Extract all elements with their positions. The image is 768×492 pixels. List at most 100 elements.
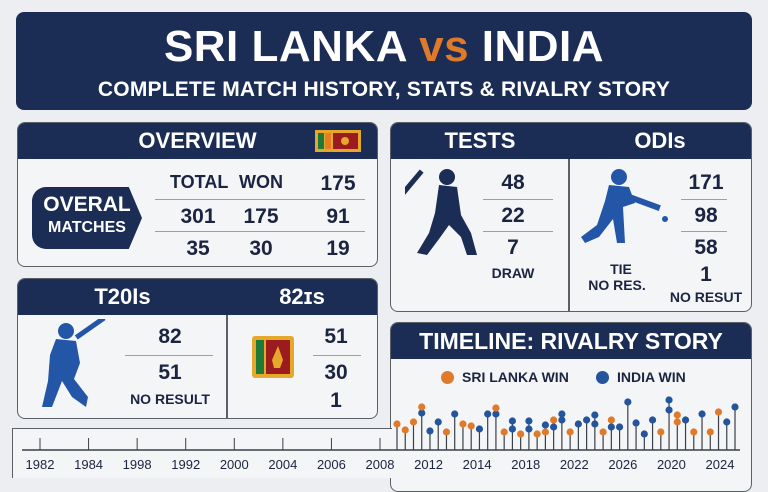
india-win-point (583, 416, 591, 424)
odis-no-result-label: NO RES. (588, 277, 646, 293)
cell: 35 (186, 237, 210, 260)
india-win-point (550, 423, 558, 431)
sri-lanka-win-point (607, 416, 615, 424)
row-divider (155, 199, 365, 200)
india-win-point (525, 425, 533, 433)
tests-odis-header: TESTS ODIs (391, 123, 751, 159)
sri-lanka-win-point (541, 428, 549, 436)
batsman-icon (581, 169, 668, 243)
india-win-point (607, 423, 615, 431)
odis-title: ODIs (634, 128, 686, 153)
page-title: SRI LANKA vs INDIA (16, 22, 752, 72)
col-header-total: TOTAL (170, 172, 229, 192)
row-divider (681, 231, 727, 232)
sri-lanka-win-point (690, 428, 698, 436)
t20is-panel: T20Is 82ɪs 82 51 NO RESULT 51 30 1 (17, 278, 378, 419)
cell: 175 (243, 205, 279, 228)
legend-label: SRI LANKA WIN (462, 369, 569, 385)
timeline-panel: TIMELINE: RIVALRY STORY SRI LANKA WIN IN… (390, 322, 752, 492)
sri-lanka-win-point (533, 430, 541, 438)
tests-odis-panel: TESTS ODIs 48 22 7 DRAW TIE NO RES. 171 … (390, 122, 752, 312)
tests-title: TESTS (444, 128, 516, 153)
blue-dot-icon (596, 370, 609, 384)
legend-item-sri-lanka: SRI LANKA WIN (441, 369, 569, 385)
india-win-point (624, 398, 632, 406)
x-tick-label: 2008 (366, 457, 395, 472)
x-tick-label: 1982 (26, 457, 55, 472)
india-win-point (698, 410, 706, 418)
row-divider (681, 199, 727, 200)
tests-draw-label: DRAW (491, 265, 535, 281)
cell: 91 (326, 205, 350, 228)
title-team-a: SRI LANKA (163, 22, 407, 71)
batsman-icon (405, 169, 477, 255)
overview-header: OVERVIEW (18, 123, 377, 159)
x-tick-label: 1998 (123, 457, 152, 472)
sri-lanka-win-point (657, 428, 665, 436)
sri-lanka-win-point (673, 418, 681, 426)
sri-lanka-win-point (500, 428, 508, 436)
col-header-value: 175 (320, 172, 356, 195)
india-win-point (665, 396, 673, 404)
sri-lanka-win-point (714, 408, 723, 416)
india-win-point (615, 423, 624, 431)
overview-panel: OVERVIEW OVERAL MATCHES TOTAL WON 175 30… (17, 122, 378, 267)
batsman-icon (42, 319, 106, 407)
india-win-point (681, 416, 690, 424)
sri-lanka-win-point (442, 428, 451, 436)
india-win-point (418, 409, 426, 417)
sri-lanka-win-point (550, 416, 558, 424)
india-win-point (591, 420, 599, 428)
x-tick-label: 2026 (608, 457, 637, 472)
odis-value: 98 (694, 204, 718, 227)
cell: 301 (180, 205, 216, 228)
t20is-no-result-label: NO RESULT (130, 391, 210, 407)
india-win-point (574, 420, 582, 428)
badge-line-1: OVERAL (43, 193, 131, 216)
india-win-point (492, 410, 500, 418)
tests-value: 7 (507, 236, 519, 259)
legend-label: INDIA WIN (617, 369, 686, 385)
timeline-chart: 1982 1984 1998 1992 2000 2004 2006 2008 2012 2014… (22, 396, 740, 472)
timeline-axis-strip (12, 428, 392, 478)
title-vs: vs (419, 22, 470, 71)
row-divider (483, 199, 553, 200)
india-win-point (525, 417, 533, 425)
sri-lanka-flag-icon (315, 130, 361, 152)
india-win-point (541, 421, 549, 429)
x-tick-label: 2018 (511, 457, 540, 472)
india-win-point (640, 430, 648, 438)
col-header-won: WON (239, 172, 283, 192)
odis-tie-label: TIE (610, 261, 632, 277)
india-win-point (632, 419, 640, 427)
x-tick-label: 1992 (171, 457, 200, 472)
odis-no-result-note: NO RESUT (669, 289, 743, 305)
x-tick-label: 2006 (317, 457, 346, 472)
sri-lanka-win-point (418, 403, 426, 411)
india-win-point (426, 427, 434, 435)
t20is-value: 82 (158, 325, 182, 348)
overview-title: OVERVIEW (138, 128, 257, 153)
tests-value: 48 (501, 171, 525, 194)
col82-title: 82ɪs (279, 284, 325, 309)
odis-value: 171 (688, 171, 724, 194)
x-tick-label: 1984 (74, 457, 103, 472)
india-win-point (434, 418, 442, 426)
cell: 30 (249, 237, 273, 260)
india-win-point (723, 418, 731, 426)
t20is-title: T20Is (94, 284, 151, 309)
sri-lanka-win-point (401, 426, 409, 434)
column-divider (568, 159, 570, 311)
col82-value: 1 (330, 389, 342, 412)
sri-lanka-flag-icon (252, 336, 294, 378)
x-tick-label: 2004 (268, 457, 297, 472)
cell: 19 (326, 237, 350, 260)
timeline-title: TIMELINE: RIVALRY STORY (391, 323, 751, 359)
sri-lanka-win-point (393, 420, 401, 428)
sri-lanka-win-point (566, 428, 574, 436)
tests-value: 22 (501, 204, 525, 227)
x-tick-label: 2024 (706, 457, 735, 472)
sri-lanka-win-point (517, 430, 525, 438)
india-win-point (475, 425, 484, 433)
sri-lanka-win-point (492, 404, 500, 412)
